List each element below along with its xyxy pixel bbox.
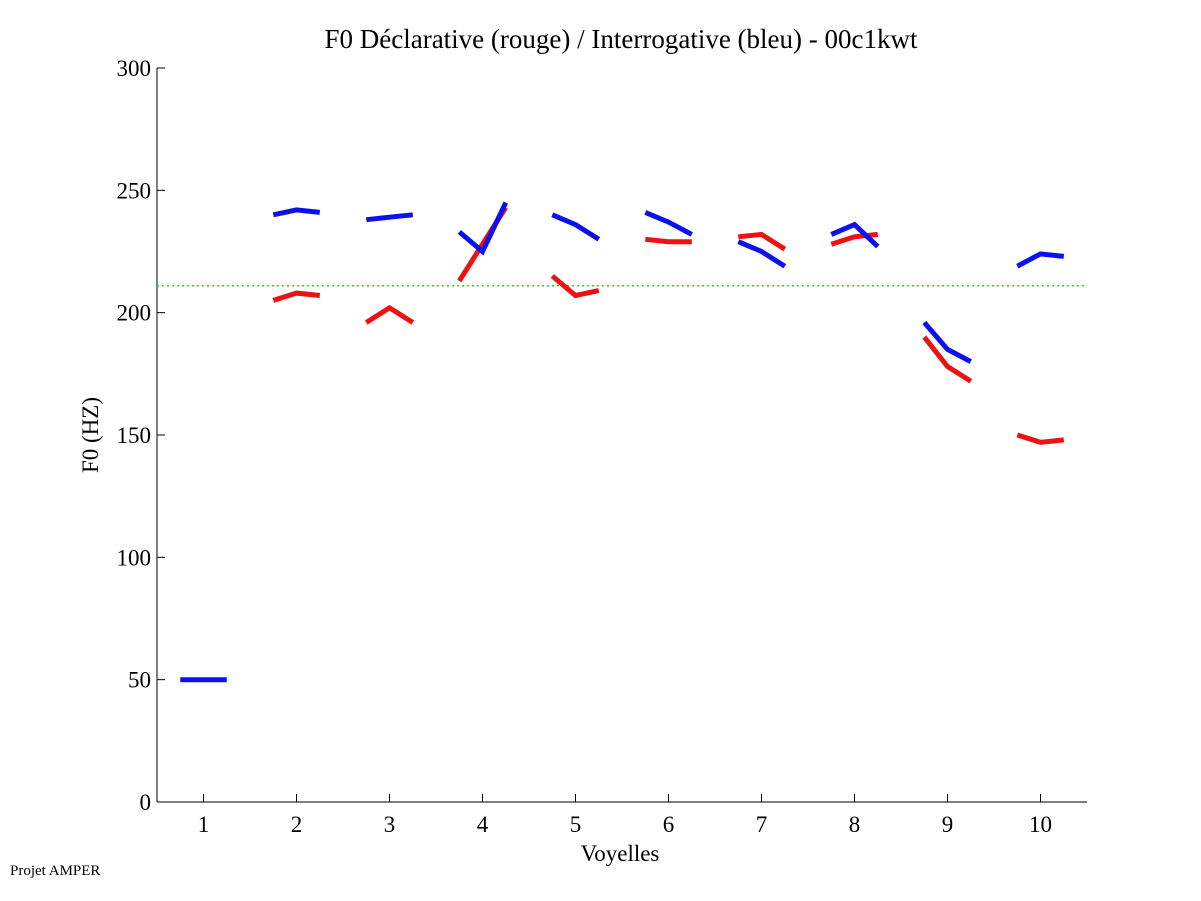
x-tick-label: 7 (756, 812, 768, 837)
y-tick-label: 100 (117, 545, 152, 570)
y-axis-label: F0 (HZ) (78, 397, 103, 473)
x-tick-label: 10 (1029, 812, 1052, 837)
declarative-segment-7 (830, 231, 879, 247)
x-axis-label: Voyelles (581, 841, 660, 866)
y-tick-label: 0 (140, 790, 152, 815)
y-tick-label: 250 (117, 178, 152, 203)
plot-area (180, 201, 1065, 683)
interrogative-segment-3 (366, 212, 414, 223)
y-tick-label: 50 (128, 668, 151, 693)
declarative-segment-9 (1016, 432, 1065, 445)
y-tick-label: 200 (117, 301, 152, 326)
project-note: Projet AMPER (10, 863, 101, 879)
x-tick-label: 1 (198, 812, 210, 837)
declarative-segment-2 (364, 304, 415, 325)
y-tick-label: 300 (117, 56, 152, 81)
interrogative-segment-9 (922, 320, 972, 364)
declarative-segment-1 (272, 290, 321, 303)
x-tick-label: 4 (477, 812, 489, 837)
declarative-segment-4 (550, 274, 600, 299)
interrogative-segment-6 (644, 210, 693, 237)
declarative-segment-6 (738, 231, 787, 252)
x-tick-label: 8 (849, 812, 861, 837)
x-tick-label: 5 (570, 812, 582, 837)
interrogative-segment-8 (830, 221, 880, 249)
interrogative-segment-5 (551, 212, 601, 242)
interrogative-segment-7 (737, 239, 787, 269)
y-tick-label: 150 (117, 423, 152, 448)
interrogative-segment-10 (1016, 251, 1065, 269)
x-tick-label: 2 (291, 812, 303, 837)
declarative-segment-5 (645, 236, 692, 245)
chart-title: F0 Déclarative (rouge) / Interrogative (… (324, 24, 918, 54)
axes: 0 50 100 150 200 250 300 1 2 3 4 5 6 7 8 9 10 (117, 56, 1087, 837)
interrogative-segment-2 (272, 207, 321, 218)
x-tick-label: 6 (663, 812, 675, 837)
x-tick-label: 3 (384, 812, 396, 837)
interrogative-segment-4 (457, 201, 509, 256)
declarative-segment-8 (922, 335, 973, 384)
x-tick-label: 9 (942, 812, 954, 837)
